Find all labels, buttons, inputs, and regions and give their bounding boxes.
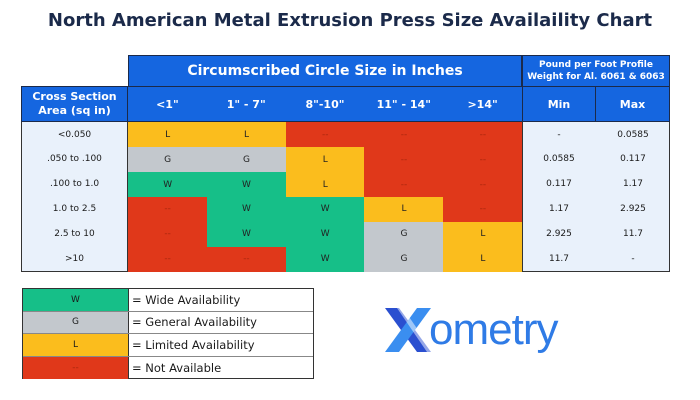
availability-cell: -- — [128, 246, 208, 272]
availability-cell: -- — [364, 122, 444, 148]
availability-cell: L — [128, 122, 208, 148]
legend-swatch: W — [23, 289, 129, 311]
availability-cell: G — [364, 221, 444, 248]
row-label: <0.050 — [57, 129, 92, 140]
row-label: >10 — [65, 254, 84, 264]
availability-cell: G — [128, 146, 208, 173]
column-header: 8"-10" — [285, 86, 365, 122]
min-weight: 0.0585 — [543, 154, 575, 165]
availability-cell: G — [206, 146, 287, 173]
max-weight: - — [631, 254, 635, 264]
legend-label: = Not Available — [132, 360, 222, 375]
column-header: >14" — [443, 86, 522, 122]
legend-swatch: L — [23, 334, 129, 356]
legend-label: = General Availability — [132, 315, 257, 330]
min-weight: 2.925 — [546, 229, 572, 240]
legend-item: G = General Availability — [23, 311, 313, 334]
min-weight: 1.17 — [548, 204, 570, 215]
legend: W = Wide Availability G = General Availabil… — [22, 288, 314, 379]
min-weight: 11.7 — [548, 254, 570, 264]
availability-cell: W — [285, 196, 365, 223]
legend-item: -- = Not Available — [23, 356, 313, 379]
availability-cell: G — [364, 246, 444, 272]
legend-item: W = Wide Availability — [23, 289, 313, 312]
column-header: 11" - 14" — [364, 86, 444, 122]
availability-cell: W — [206, 171, 287, 198]
availability-cell: L — [443, 221, 523, 248]
availability-cell: -- — [443, 146, 523, 173]
availability-cell: W — [206, 196, 287, 223]
availability-cell: L — [443, 246, 523, 272]
xometry-x-icon — [385, 308, 433, 352]
availability-cell: -- — [285, 122, 365, 148]
row-label: .100 to 1.0 — [49, 179, 100, 190]
row-label-column — [21, 122, 128, 272]
availability-cell: L — [285, 146, 365, 173]
cross-section-header: Cross Section Area (sq in) — [21, 86, 128, 122]
max-weight: 2.925 — [620, 204, 646, 215]
column-header: 1" - 7" — [206, 86, 286, 122]
availability-cell: -- — [443, 196, 523, 223]
weight-group-header: Pound per Foot Profile Weight for Al. 60… — [522, 55, 670, 87]
min-weight: - — [557, 129, 561, 140]
availability-cell: L — [364, 196, 444, 223]
legend-swatch: G — [23, 311, 129, 333]
weight-values-column — [522, 122, 670, 272]
availability-cell: -- — [443, 171, 523, 198]
availability-cell: L — [206, 122, 287, 148]
weight-column-header: Max — [596, 86, 670, 122]
availability-cell: -- — [443, 122, 523, 148]
availability-cell: -- — [364, 146, 444, 173]
max-weight: 0.117 — [620, 154, 646, 165]
min-weight: 0.117 — [546, 179, 572, 190]
availability-cell: -- — [128, 196, 208, 223]
legend-label: = Wide Availability — [132, 292, 241, 307]
max-weight: 0.0585 — [617, 129, 649, 140]
availability-cell: -- — [128, 221, 208, 248]
row-label: 1.0 to 2.5 — [52, 204, 97, 215]
availability-cell: -- — [364, 171, 444, 198]
legend-swatch: -- — [23, 356, 129, 379]
row-label: .050 to .100 — [47, 154, 102, 165]
max-weight: 11.7 — [622, 229, 644, 240]
availability-cell: L — [285, 171, 365, 198]
row-label: 2.5 to 10 — [54, 229, 95, 240]
weight-column-header: Min — [522, 86, 596, 122]
availability-cell: W — [285, 246, 365, 272]
max-weight: 1.17 — [622, 179, 644, 190]
column-header: <1" — [128, 86, 207, 122]
legend-label: = Limited Availability — [132, 337, 255, 352]
availability-cell: W — [285, 221, 365, 248]
availability-cell: W — [128, 171, 208, 198]
circle-size-group-header: Circumscribed Circle Size in Inches — [128, 55, 522, 87]
chart-title: North American Metal Extrusion Press Siz… — [47, 10, 653, 31]
legend-item: L = Limited Availability — [23, 334, 313, 357]
xometry-logo: ometry — [383, 305, 558, 355]
availability-cell: W — [206, 221, 287, 248]
availability-cell: -- — [206, 246, 287, 272]
